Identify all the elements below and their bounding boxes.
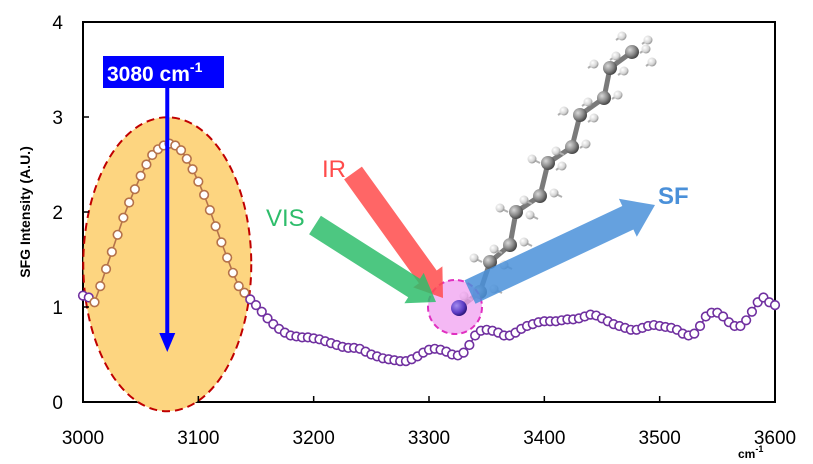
data-point: [741, 315, 752, 326]
ir-beam-arrow: [344, 166, 443, 298]
data-point: [106, 246, 117, 257]
hydrogen-atom: [581, 139, 591, 149]
hydrogen-atom: [549, 188, 559, 198]
carbon-atom: [625, 45, 639, 59]
hydrogen-atom: [469, 253, 479, 263]
data-point: [89, 297, 100, 308]
data-point: [193, 176, 204, 187]
data-point: [746, 306, 758, 317]
hydrogen-atom: [559, 106, 569, 116]
carbon-atom: [503, 238, 517, 252]
x-tick-label: 3300: [408, 428, 450, 449]
data-point: [135, 170, 146, 181]
data-point: [141, 159, 152, 170]
carbon-atom: [541, 156, 555, 170]
data-point: [210, 221, 221, 232]
x-tick-label: 3000: [62, 428, 104, 449]
hydrogen-atom: [589, 113, 599, 123]
data-point: [181, 153, 192, 164]
x-tick-label: 3100: [177, 428, 219, 449]
hydrogen-atom: [617, 31, 627, 41]
hydrogen-atom: [519, 195, 529, 205]
x-axis-label-sup: -1: [755, 444, 763, 454]
hydrogen-atom: [647, 57, 657, 67]
hydrogen-atom: [527, 154, 537, 164]
x-axis-label-base: cm: [738, 447, 755, 461]
data-point: [95, 281, 106, 292]
carbon-atom: [509, 205, 523, 219]
data-point: [175, 145, 187, 156]
peak-callout-box: [103, 56, 224, 88]
data-point: [112, 229, 123, 240]
carbon-atom: [597, 91, 611, 105]
hydrogen-atom: [641, 44, 651, 54]
data-point: [464, 339, 475, 351]
y-axis-label: SFG Intensity (A.U.): [17, 146, 33, 277]
carbon-atom: [533, 189, 547, 203]
x-tick-label: 3600: [754, 428, 796, 449]
methyl-atom: [451, 300, 467, 316]
y-tick-label: 2: [52, 203, 63, 224]
carbon-atom: [483, 255, 497, 269]
x-axis-label: cm-1: [738, 444, 763, 461]
data-point: [250, 300, 262, 311]
data-point: [256, 306, 267, 317]
hydrogen-atom: [551, 146, 561, 156]
carbon-atom: [565, 140, 579, 154]
hydrogen-atom: [495, 203, 505, 213]
hydrogen-atom: [643, 35, 653, 45]
sf-label: SF: [658, 183, 689, 210]
data-point: [222, 252, 233, 263]
hydrogen-atom: [589, 59, 599, 69]
data-point: [100, 263, 112, 275]
data-point: [216, 237, 227, 248]
data-point: [204, 205, 215, 216]
data-point: [227, 267, 239, 278]
data-point: [124, 197, 135, 208]
y-tick-label: 1: [52, 298, 63, 319]
data-point: [199, 189, 210, 200]
spectrum-series: [77, 138, 781, 367]
alkane-molecule-illustration: [457, 31, 657, 310]
sf-beam-arrow: [464, 198, 655, 304]
data-point: [129, 184, 140, 195]
peak-arrow: [159, 88, 176, 352]
ir-label: IR: [322, 156, 346, 183]
y-tick-label: 0: [52, 393, 63, 414]
hydrogen-atom: [611, 51, 621, 61]
data-point: [239, 287, 250, 298]
data-point: [458, 347, 469, 358]
x-tick-label: 3400: [523, 428, 565, 449]
data-point: [118, 212, 129, 223]
x-tick-label: 3200: [293, 428, 335, 449]
data-point: [689, 328, 700, 339]
carbon-atom: [573, 108, 587, 122]
hydrogen-atom: [619, 66, 629, 76]
hydrogen-atom: [557, 161, 567, 171]
data-point: [694, 320, 706, 332]
y-tick-label: 4: [52, 13, 63, 34]
peak-callout-base: 3080 cm: [107, 63, 190, 86]
peak-callout-sup: -1: [190, 59, 203, 75]
hydrogen-atom: [583, 97, 593, 107]
peak-arrow-head: [159, 333, 176, 352]
data-point: [187, 164, 198, 175]
hydrogen-atom: [525, 210, 535, 220]
hydrogen-atom: [519, 237, 529, 247]
vis-beam-arrow: [309, 215, 436, 304]
x-tick-label: 3500: [639, 428, 681, 449]
vis-label: VIS: [266, 205, 305, 232]
peak-callout-label: 3080 cm-1: [107, 59, 203, 86]
y-tick-label: 3: [52, 108, 63, 129]
carbon-atom: [603, 61, 617, 75]
hydrogen-atom: [613, 90, 623, 100]
axis-ticks: 3000 3100 3200 3300 3400 3500 3600 0 1 2 3 4: [52, 13, 796, 449]
hydrogen-atom: [489, 244, 499, 254]
data-point: [769, 300, 781, 311]
data-point: [233, 281, 244, 292]
beam-arrows: [309, 166, 655, 304]
